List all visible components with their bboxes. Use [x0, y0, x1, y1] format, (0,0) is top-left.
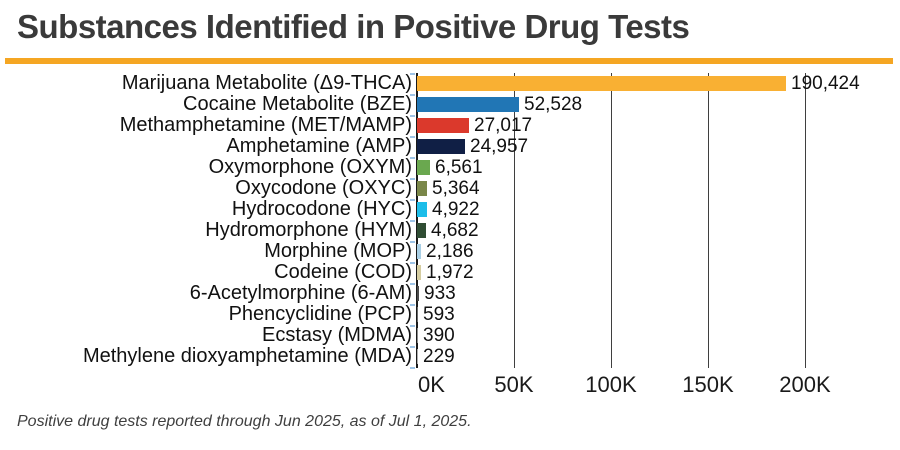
category-label: Hydrocodone (HYC) [231, 198, 412, 220]
category-label: Cocaine Metabolite (BZE) [183, 93, 412, 115]
value-label: 2,186 [426, 241, 474, 262]
value-label: 593 [423, 304, 455, 325]
bar [417, 202, 427, 217]
value-label: 6,561 [435, 157, 483, 178]
value-label: 4,922 [432, 199, 480, 220]
value-label: 4,682 [431, 220, 479, 241]
value-label: 390 [423, 325, 455, 346]
bar [417, 286, 419, 301]
value-label: 1,972 [426, 262, 474, 283]
category-tick [410, 178, 415, 180]
value-label: 24,957 [470, 136, 529, 157]
footnote: Positive drug tests reported through Jun… [17, 413, 472, 430]
gridline-100K [611, 73, 612, 368]
x-axis-tick-label: 200K [779, 372, 831, 397]
category-label: Phencyclidine (PCP) [228, 303, 412, 325]
gridline-150K [708, 73, 709, 368]
bar [417, 223, 426, 238]
x-axis-tick-label: 0K [418, 372, 445, 397]
category-tick [410, 115, 415, 117]
value-label: 27,017 [474, 115, 533, 136]
bar [417, 244, 421, 259]
category-tick [410, 136, 415, 138]
bar [417, 118, 469, 133]
value-label: 52,528 [524, 94, 583, 115]
category-tick [410, 220, 415, 222]
category-tick [410, 262, 415, 264]
value-label: 229 [423, 346, 455, 367]
page-title: Substances Identified in Positive Drug T… [17, 8, 690, 45]
y-axis-line [416, 73, 418, 368]
bar [417, 139, 465, 154]
gridline-200K [805, 73, 806, 368]
category-tick [410, 199, 415, 201]
x-axis-tick-label: 50K [494, 372, 534, 397]
category-tick [410, 346, 415, 348]
bar [417, 265, 421, 280]
category-label: Hydromorphone (HYM) [205, 219, 412, 241]
category-label: Ecstasy (MDMA) [262, 324, 412, 346]
value-label: 190,424 [791, 73, 860, 94]
gridline-50K [514, 73, 515, 368]
title-accent-rule [5, 58, 893, 64]
category-label: Oxymorphone (OXYM) [208, 156, 412, 178]
bar [417, 76, 786, 91]
value-label: 933 [424, 283, 456, 304]
category-label: Codeine (COD) [274, 261, 412, 283]
category-label: Oxycodone (OXYC) [235, 177, 412, 199]
category-tick [410, 283, 415, 285]
x-axis-tick-label: 150K [682, 372, 734, 397]
category-tick [410, 94, 415, 96]
category-label: Methylene dioxyamphetamine (MDA) [82, 345, 412, 367]
bar [417, 181, 427, 196]
category-tick [410, 325, 415, 327]
bar [417, 349, 418, 364]
category-label: Morphine (MOP) [264, 240, 412, 262]
category-tick [410, 367, 415, 369]
category-tick [410, 241, 415, 243]
bar [417, 307, 418, 322]
category-label: 6-Acetylmorphine (6-AM) [189, 282, 412, 304]
category-label: Marijuana Metabolite (Δ9-THCA) [121, 72, 412, 94]
category-tick [410, 73, 415, 75]
category-tick [410, 157, 415, 159]
bar [417, 97, 519, 112]
value-label: 5,364 [432, 178, 480, 199]
bar [417, 160, 430, 175]
category-label: Methamphetamine (MET/MAMP) [119, 114, 412, 136]
bar [417, 328, 418, 343]
category-label: Amphetamine (AMP) [226, 135, 412, 157]
category-tick [410, 304, 415, 306]
x-axis-tick-label: 100K [585, 372, 637, 397]
